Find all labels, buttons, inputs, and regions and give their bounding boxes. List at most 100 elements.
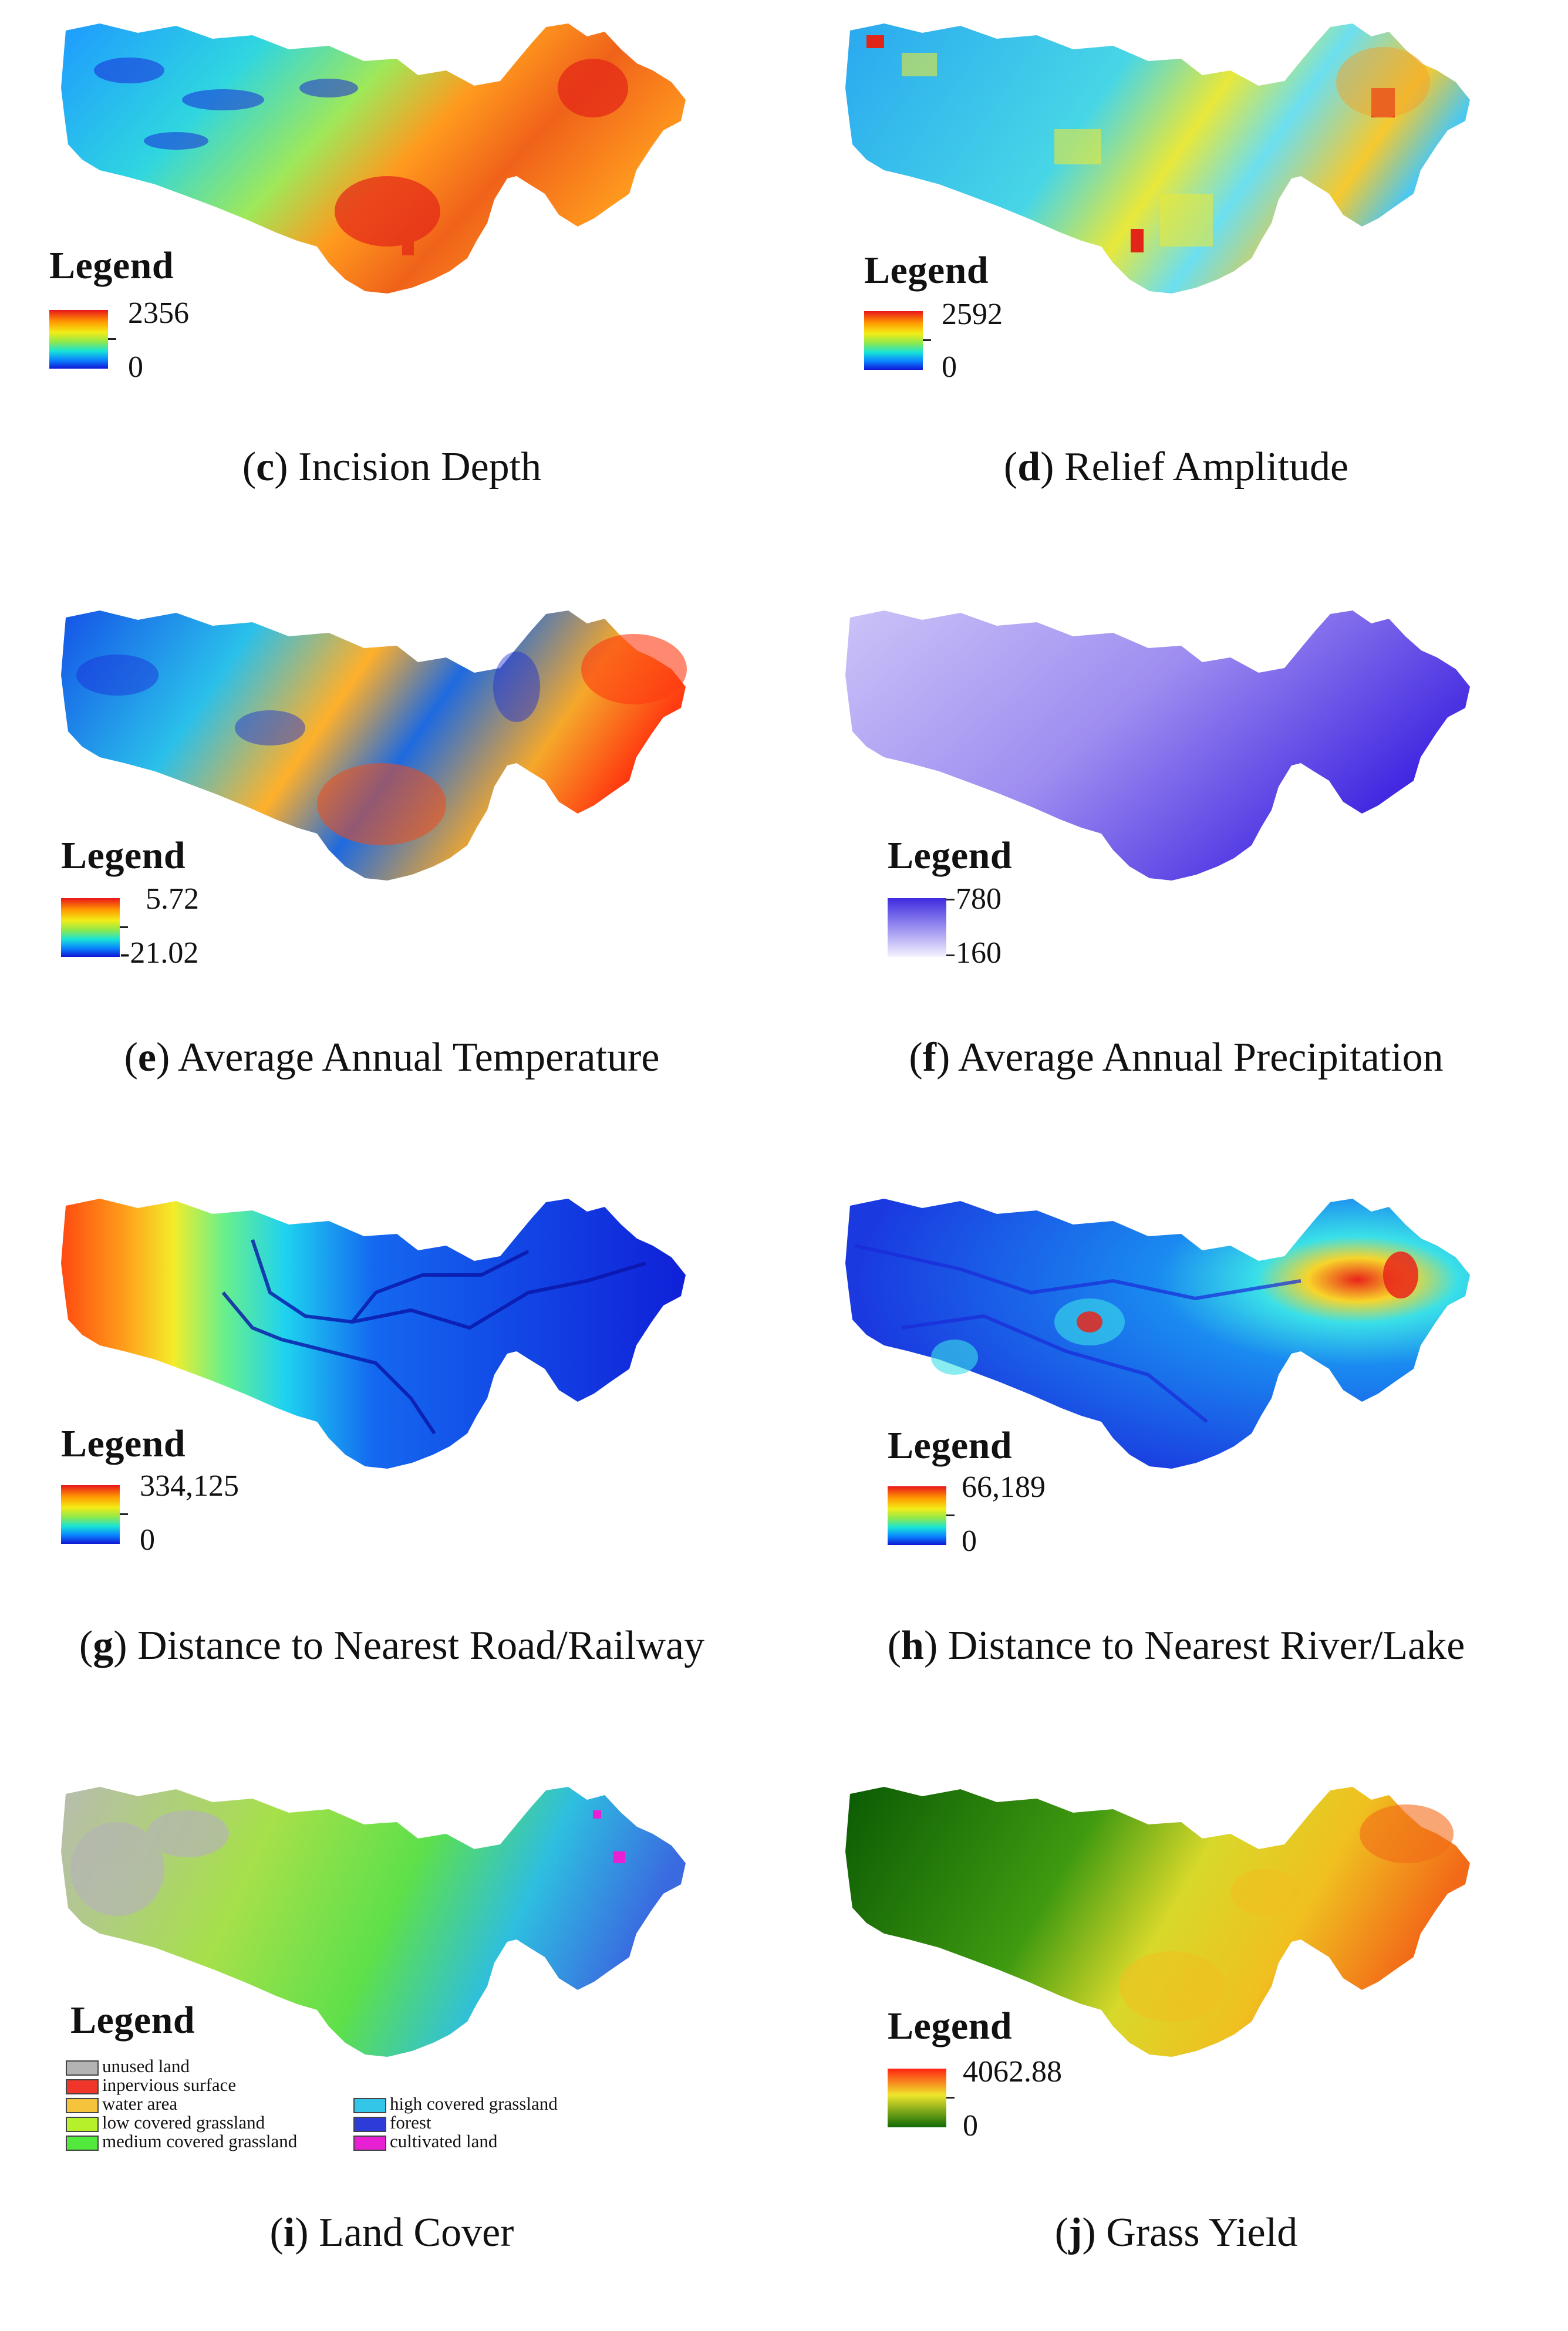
legend-tick [108,338,116,340]
land-cover-swatch [353,2097,386,2113]
caption-letter: h [901,1623,924,1668]
land-cover-swatch [66,2060,99,2076]
land-cover-label: medium covered grassland [102,2131,298,2151]
caption-text: Average Annual Temperature [177,1035,660,1080]
caption-letter: e [137,1035,156,1080]
land-cover-swatch [66,2135,99,2151]
legend-title: Legend [61,834,186,877]
legend-tick [923,339,931,341]
land-cover-legend-item: unused land [66,2057,190,2076]
legend-max-value: 4062.88 [963,2055,1062,2089]
land-cover-label: low covered grassland [102,2112,265,2133]
panel-c: Legend 2356 0 (c) Incision Depth [0,0,784,568]
river-distance-map [845,1199,1470,1469]
panel-caption: (c) Incision Depth [242,444,542,490]
legend-min-value: 0 [140,1523,155,1557]
legend-tick [946,899,955,900]
land-cover-map [61,1787,686,2057]
land-cover-swatch [353,2116,386,2132]
panel-caption: (j) Grass Yield [1054,2210,1298,2255]
panel-caption: (h) Distance to Nearest River/Lake [887,1623,1465,1668]
panel-caption: (e) Average Annual Temperature [124,1035,660,1080]
legend-max-value: 780 [956,882,1002,916]
incision-depth-map [61,23,686,294]
panel-caption: (d) Relief Amplitude [1003,444,1349,490]
caption-text: Distance to Nearest River/Lake [947,1623,1465,1668]
panel-caption: (g) Distance to Nearest Road/Railway [79,1623,705,1668]
land-cover-swatch [66,2079,99,2094]
land-cover-label: cultivated land [390,2131,498,2151]
panel-e: Legend 5.72 -21.02 (e) Average Annual Te… [0,587,784,1155]
land-cover-legend: unused land inpervious surface water area l… [66,2057,711,2151]
caption-text: Grass Yield [1106,2210,1298,2255]
land-cover-legend-item: inpervious surface [66,2076,236,2094]
legend-color-ramp [888,2069,946,2127]
legend-color-ramp [864,311,923,370]
legend-color-ramp [61,1485,120,1544]
land-cover-legend-item: low covered grassland [66,2113,265,2132]
legend-max-value: 66,189 [962,1470,1046,1504]
panel-f: Legend 780 160 (f) Average Annual Precip… [784,587,1568,1155]
legend-color-ramp [888,898,946,957]
land-cover-legend-item: medium covered grassland [66,2132,297,2151]
land-cover-label: inpervious surface [102,2074,237,2095]
legend-min-value: 0 [942,350,957,384]
caption-text: Incision Depth [298,444,542,490]
legend-max-value: 334,125 [140,1469,239,1503]
temperature-map [61,610,687,881]
caption-letter: c [256,444,275,490]
caption-letter: d [1017,444,1041,490]
legend-min-value: 160 [956,936,1002,970]
land-cover-swatch [353,2135,386,2151]
legend-tick [946,2097,955,2099]
legend-title: Legend [864,249,989,292]
legend-title: Legend [49,244,174,287]
caption-letter: f [922,1035,936,1080]
panel-i: Legend unused land inpervious surface wate… [0,1763,784,2331]
legend-tick [120,926,128,928]
caption-text: Distance to Nearest Road/Railway [137,1623,705,1668]
land-cover-legend-item: forest [353,2113,431,2132]
legend-title: Legend [888,1424,1013,1467]
road-distance-map [61,1199,686,1469]
legend-tick [946,954,955,956]
legend-title: Legend [888,834,1013,877]
land-cover-legend-item: water area [66,2094,177,2113]
land-cover-label: forest [390,2112,431,2133]
legend-color-ramp [61,898,120,957]
land-cover-swatch [66,2097,99,2113]
legend-min-value: 0 [128,350,143,384]
legend-min-value: 0 [962,1524,977,1558]
legend-title: Legend [61,1422,186,1465]
panel-h: Legend 66,189 0 (h) Distance to Nearest … [784,1175,1568,1743]
caption-text: Land Cover [319,2210,514,2255]
legend-title: Legend [70,1999,195,2042]
land-cover-legend-item: cultivated land [353,2132,497,2151]
legend-max-value: 2592 [942,298,1003,331]
land-cover-legend-item: high covered grassland [353,2094,558,2113]
caption-text: Average Annual Precipitation [957,1035,1444,1080]
land-cover-swatch [66,2116,99,2132]
panel-g: Legend 334,125 0 (g) Distance to Nearest… [0,1175,784,1743]
legend-max-value: 2356 [128,296,189,330]
caption-text: Relief Amplitude [1064,444,1349,490]
panel-caption: (i) Land Cover [269,2210,514,2255]
caption-letter: g [93,1623,114,1668]
legend-title: Legend [888,2005,1013,2047]
legend-min-value: -21.02 [120,936,199,970]
panel-j: Legend 4062.88 0 (j) Grass Yield [784,1763,1568,2331]
legend-min-value: 0 [963,2109,978,2143]
panel-d: Legend 2592 0 (d) Relief Amplitude [784,0,1568,568]
land-cover-label: high covered grassland [390,2093,558,2114]
land-cover-label: water area [102,2093,178,2114]
grass-yield-map [845,1787,1470,2057]
legend-tick [946,1514,955,1516]
legend-max-value: 5.72 [146,882,199,916]
relief-amplitude-map [845,23,1470,294]
caption-letter: i [283,2210,295,2255]
land-cover-label: unused land [102,2056,190,2076]
legend-color-ramp [888,1486,946,1545]
caption-letter: j [1068,2210,1083,2255]
legend-tick [120,1513,128,1515]
legend-color-ramp [49,310,108,369]
